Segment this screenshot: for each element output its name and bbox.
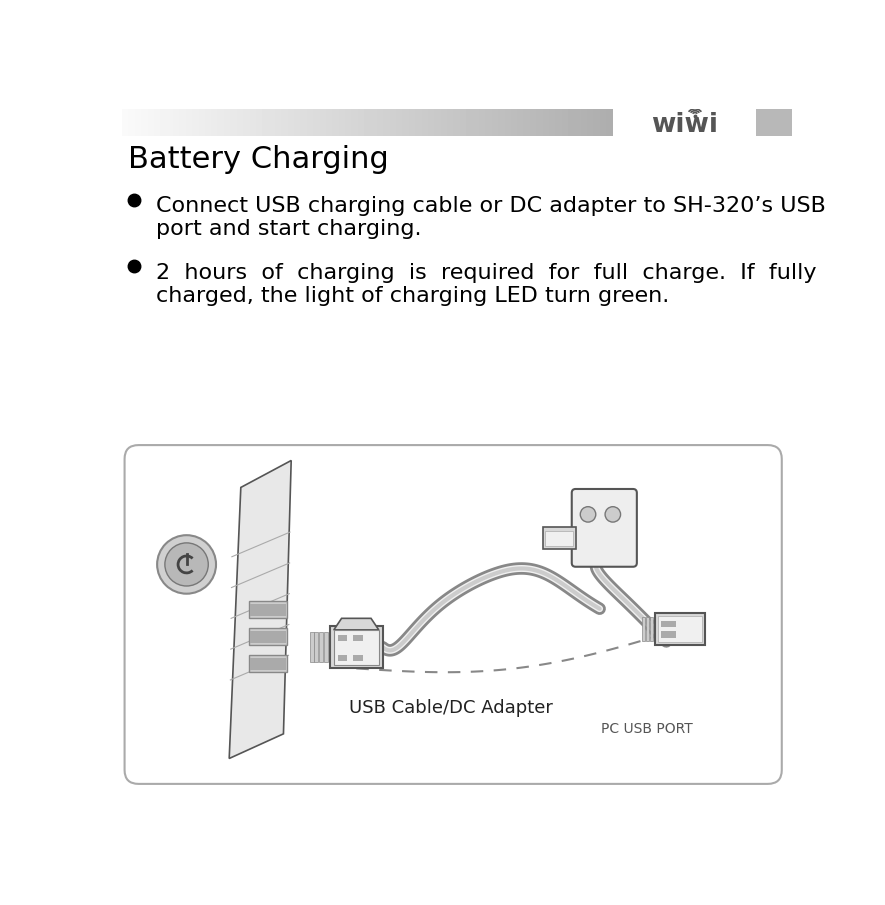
Bar xyxy=(324,633,327,662)
Polygon shape xyxy=(250,604,286,616)
Bar xyxy=(756,109,792,137)
Bar xyxy=(353,654,363,661)
Bar xyxy=(658,616,702,643)
Circle shape xyxy=(605,507,620,522)
FancyBboxPatch shape xyxy=(572,489,637,567)
Circle shape xyxy=(581,507,596,522)
Bar xyxy=(310,633,313,662)
Text: PC USB PORT: PC USB PORT xyxy=(601,722,693,737)
Bar xyxy=(545,530,573,546)
Bar xyxy=(319,633,323,662)
Bar xyxy=(334,630,379,664)
Polygon shape xyxy=(249,602,288,618)
Polygon shape xyxy=(249,655,288,672)
Polygon shape xyxy=(229,461,291,758)
Bar xyxy=(646,617,650,642)
Text: Battery Charging: Battery Charging xyxy=(127,145,389,174)
Bar xyxy=(655,613,705,645)
Text: USB Cable/DC Adapter: USB Cable/DC Adapter xyxy=(350,700,553,717)
Polygon shape xyxy=(249,628,288,645)
FancyBboxPatch shape xyxy=(125,445,781,784)
Circle shape xyxy=(158,535,216,594)
Text: wiwi: wiwi xyxy=(650,112,718,138)
Bar xyxy=(650,617,653,642)
Bar xyxy=(338,654,347,661)
Circle shape xyxy=(165,543,208,586)
Bar xyxy=(661,621,676,627)
Bar xyxy=(661,632,676,638)
Bar xyxy=(643,617,645,642)
Text: port and start charging.: port and start charging. xyxy=(156,220,421,240)
Bar xyxy=(353,635,363,642)
Bar xyxy=(543,528,575,549)
Text: 2  hours  of  charging  is  required  for  full  charge.  If  fully: 2 hours of charging is required for full… xyxy=(156,262,816,282)
Bar xyxy=(330,626,382,669)
Bar xyxy=(314,633,319,662)
Polygon shape xyxy=(334,618,379,630)
Polygon shape xyxy=(250,658,286,670)
Polygon shape xyxy=(250,631,286,643)
Bar xyxy=(338,635,347,642)
Text: charged, the light of charging LED turn green.: charged, the light of charging LED turn … xyxy=(156,286,669,306)
Text: Connect USB charging cable or DC adapter to SH-320’s USB: Connect USB charging cable or DC adapter… xyxy=(156,196,826,216)
